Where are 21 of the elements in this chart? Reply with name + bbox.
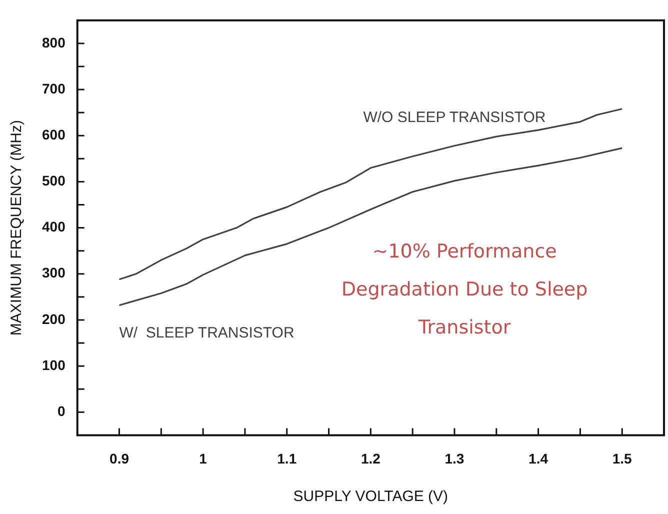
- series-label: W/ SLEEP TRANSISTOR: [119, 324, 294, 342]
- y-tick-label: 300: [42, 264, 66, 281]
- x-tick-label: 1.4: [528, 450, 548, 466]
- y-tick-label: 400: [42, 218, 66, 235]
- x-tick-label: 0.9: [110, 450, 130, 466]
- annotation: ~10% Performance Degradation Due to Sleep Transistor: [341, 240, 588, 339]
- x-tick-label: 1.1: [277, 450, 297, 466]
- y-tick-label: 0: [58, 403, 66, 420]
- y-tick-label: 200: [42, 310, 66, 327]
- x-axis-title: SUPPLY VOLTAGE (V): [293, 488, 448, 506]
- y-tick-label: 600: [42, 126, 66, 142]
- x-tick-label: 1.2: [360, 450, 381, 466]
- x-tick-label: 1: [199, 450, 208, 466]
- y-tick-label: 700: [42, 80, 66, 96]
- y-tick-label: 800: [42, 34, 66, 50]
- x-tick-label: 1.3: [444, 450, 464, 466]
- y-axis-title: MAXIMUM FREQUENCY (MHz): [8, 120, 26, 336]
- y-tick-label: 100: [42, 356, 66, 373]
- x-tick-label: 1.5: [612, 450, 632, 466]
- series-label: W/O SLEEP TRANSISTOR: [363, 108, 546, 126]
- y-tick-label: 500: [42, 172, 66, 189]
